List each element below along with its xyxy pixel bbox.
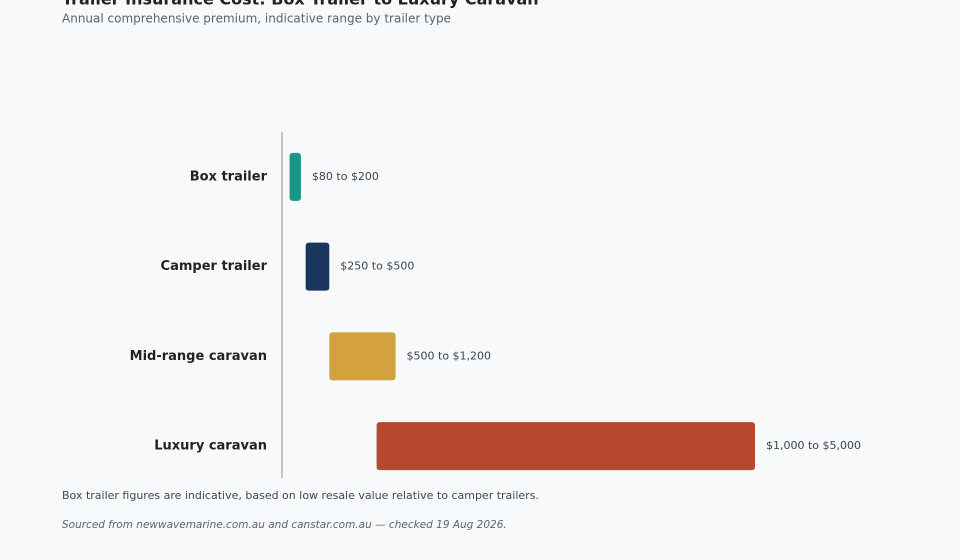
- value-label: $500 to $1,200: [407, 349, 492, 362]
- range-bar: [289, 152, 301, 201]
- chart-subtitle: Annual comprehensive premium, indicative…: [62, 12, 451, 26]
- category-label: Luxury caravan: [154, 439, 267, 454]
- value-label: $250 to $500: [340, 260, 414, 273]
- footnote: Box trailer figures are indicative, base…: [62, 489, 539, 502]
- source: Sourced from newwavemarine.com.au and ca…: [62, 519, 507, 531]
- chart-title: Trailer Insurance Cost: Box Trailer to L…: [62, 0, 539, 9]
- range-bar: [376, 422, 755, 471]
- category-label: Mid-range caravan: [130, 349, 267, 364]
- value-label: $1,000 to $5,000: [766, 439, 861, 452]
- value-label: $80 to $200: [312, 170, 379, 183]
- range-bar: [305, 242, 330, 291]
- category-label: Box trailer: [190, 169, 268, 184]
- category-label: Camper trailer: [161, 259, 268, 274]
- range-bar: [329, 332, 396, 381]
